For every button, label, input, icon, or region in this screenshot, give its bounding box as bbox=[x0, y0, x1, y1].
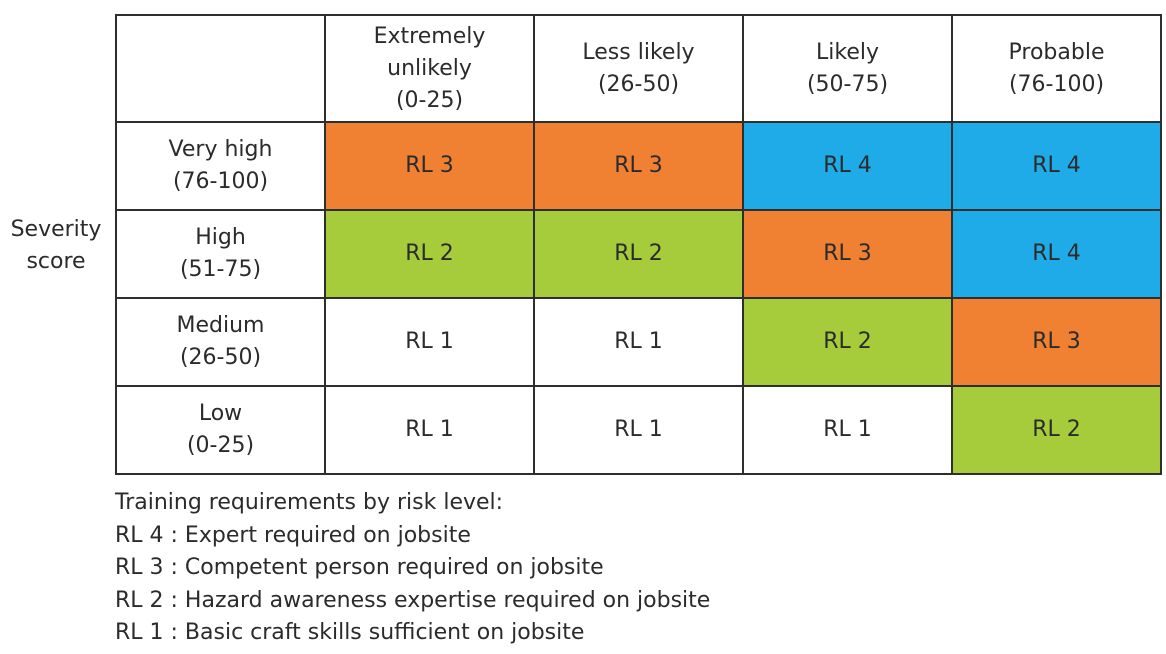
column-header-less-likely: Less likely (26-50) bbox=[533, 14, 744, 123]
row-header-range: (0-25) bbox=[186, 433, 255, 458]
risk-cell: RL 3 bbox=[533, 121, 744, 211]
severity-axis-label: Severity score bbox=[6, 214, 106, 278]
risk-cell: RL 3 bbox=[742, 209, 953, 299]
risk-cell: RL 1 bbox=[324, 297, 535, 387]
row-header-name: Very high bbox=[168, 137, 273, 162]
column-header-line: Likely bbox=[816, 39, 879, 65]
row-header-high: High (51-75) bbox=[115, 209, 326, 299]
risk-level-legend: Training requirements by risk level: RL … bbox=[115, 487, 710, 650]
row-header-name: High bbox=[195, 225, 246, 250]
row-header-range: (51-75) bbox=[179, 257, 262, 282]
column-header-line: Extremely bbox=[373, 23, 486, 49]
column-header-line: Less likely bbox=[582, 39, 695, 65]
column-header-range: (26-50) bbox=[597, 71, 680, 97]
risk-matrix: Extremely unlikely (0-25) Less likely (2… bbox=[115, 14, 1162, 475]
row-header-range: (26-50) bbox=[179, 345, 262, 370]
column-header-line: unlikely bbox=[387, 55, 472, 81]
legend-item-rl4: RL 4 : Expert required on jobsite bbox=[115, 522, 471, 548]
legend-item-rl3: RL 3 : Competent person required on jobs… bbox=[115, 555, 604, 580]
severity-axis-label-line1: Severity bbox=[10, 217, 102, 242]
column-header-likely: Likely (50-75) bbox=[742, 14, 953, 123]
legend-item-rl1: RL 1 : Basic craft skills sufficient on … bbox=[115, 620, 585, 645]
severity-row-medium: Medium (26-50) RL 1 RL 1 RL 2 RL 3 bbox=[115, 297, 1162, 387]
risk-cell: RL 1 bbox=[742, 385, 953, 475]
column-header-range: (0-25) bbox=[395, 87, 464, 113]
risk-cell: RL 3 bbox=[951, 297, 1162, 387]
risk-cell: RL 2 bbox=[742, 297, 953, 387]
column-header-extremely-unlikely: Extremely unlikely (0-25) bbox=[324, 14, 535, 123]
legend-heading: Training requirements by risk level: bbox=[115, 490, 504, 515]
risk-cell: RL 2 bbox=[324, 209, 535, 299]
column-header-range: (50-75) bbox=[806, 71, 889, 97]
severity-row-high: High (51-75) RL 2 RL 2 RL 3 RL 4 bbox=[115, 209, 1162, 299]
header-row: Extremely unlikely (0-25) Less likely (2… bbox=[115, 14, 1162, 123]
risk-cell: RL 3 bbox=[324, 121, 535, 211]
row-header-very-high: Very high (76-100) bbox=[115, 121, 326, 211]
risk-cell: RL 4 bbox=[951, 121, 1162, 211]
row-header-name: Low bbox=[198, 401, 243, 426]
row-header-name: Medium bbox=[176, 313, 265, 338]
column-header-probable: Probable (76-100) bbox=[951, 14, 1162, 123]
risk-cell: RL 1 bbox=[533, 297, 744, 387]
row-header-low: Low (0-25) bbox=[115, 385, 326, 475]
risk-cell: RL 2 bbox=[951, 385, 1162, 475]
row-header-range: (76-100) bbox=[172, 169, 269, 194]
risk-cell: RL 4 bbox=[951, 209, 1162, 299]
corner-cell bbox=[115, 14, 326, 123]
severity-axis-label-line2: score bbox=[26, 249, 86, 274]
severity-row-very-high: Very high (76-100) RL 3 RL 3 RL 4 RL 4 bbox=[115, 121, 1162, 211]
column-header-range: (76-100) bbox=[1008, 71, 1105, 97]
risk-cell: RL 2 bbox=[533, 209, 744, 299]
severity-row-low: Low (0-25) RL 1 RL 1 RL 1 RL 2 bbox=[115, 385, 1162, 475]
risk-cell: RL 1 bbox=[324, 385, 535, 475]
legend-item-rl2: RL 2 : Hazard awareness expertise requir… bbox=[115, 587, 711, 613]
risk-cell: RL 4 bbox=[742, 121, 953, 211]
risk-cell: RL 1 bbox=[533, 385, 744, 475]
row-header-medium: Medium (26-50) bbox=[115, 297, 326, 387]
column-header-line: Probable bbox=[1008, 39, 1105, 65]
